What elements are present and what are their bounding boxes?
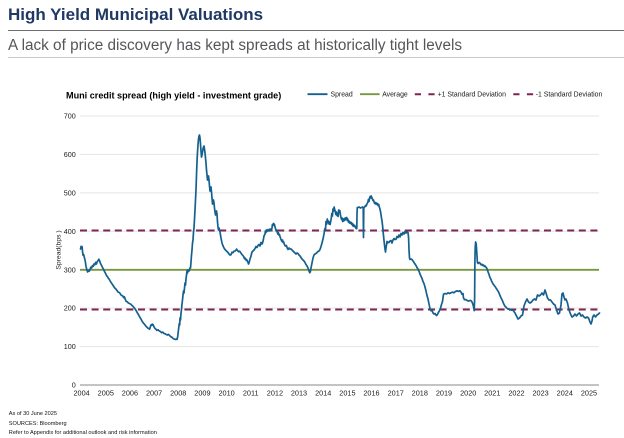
svg-text:600: 600 bbox=[64, 150, 76, 159]
svg-text:700: 700 bbox=[64, 112, 76, 121]
svg-text:2014: 2014 bbox=[315, 388, 331, 397]
svg-text:2025: 2025 bbox=[581, 388, 597, 397]
svg-text:2023: 2023 bbox=[532, 388, 548, 397]
svg-text:2012: 2012 bbox=[267, 388, 283, 397]
svg-text:500: 500 bbox=[64, 189, 76, 198]
svg-text:Spread: Spread bbox=[331, 92, 353, 99]
svg-text:2007: 2007 bbox=[146, 388, 162, 397]
svg-text:400: 400 bbox=[64, 227, 76, 236]
svg-text:2017: 2017 bbox=[388, 388, 404, 397]
svg-text:-1 Standard Deviation: -1 Standard Deviation bbox=[536, 92, 603, 99]
svg-text:2004: 2004 bbox=[73, 388, 89, 397]
svg-text:Muni credit spread (high yield: Muni credit spread (high yield - investm… bbox=[66, 91, 281, 101]
svg-text:2016: 2016 bbox=[363, 388, 379, 397]
svg-text:2008: 2008 bbox=[170, 388, 186, 397]
svg-text:2024: 2024 bbox=[557, 388, 573, 397]
svg-text:2011: 2011 bbox=[243, 388, 259, 397]
svg-text:2021: 2021 bbox=[484, 388, 500, 397]
svg-text:2015: 2015 bbox=[339, 388, 355, 397]
svg-text:300: 300 bbox=[64, 265, 76, 274]
svg-text:2006: 2006 bbox=[122, 388, 138, 397]
svg-text:Spread(bps ): Spread(bps ) bbox=[56, 230, 63, 269]
svg-text:100: 100 bbox=[64, 342, 76, 351]
svg-text:2019: 2019 bbox=[436, 388, 452, 397]
svg-text:2022: 2022 bbox=[508, 388, 524, 397]
svg-text:2010: 2010 bbox=[218, 388, 234, 397]
svg-text:0: 0 bbox=[72, 381, 76, 390]
svg-text:200: 200 bbox=[64, 304, 76, 313]
svg-text:2020: 2020 bbox=[460, 388, 476, 397]
svg-text:2013: 2013 bbox=[291, 388, 307, 397]
svg-text:2009: 2009 bbox=[194, 388, 210, 397]
svg-text:Average: Average bbox=[382, 92, 408, 99]
svg-text:+1 Standard Deviation: +1 Standard Deviation bbox=[438, 92, 507, 99]
svg-text:2005: 2005 bbox=[98, 388, 114, 397]
svg-text:2018: 2018 bbox=[412, 388, 428, 397]
